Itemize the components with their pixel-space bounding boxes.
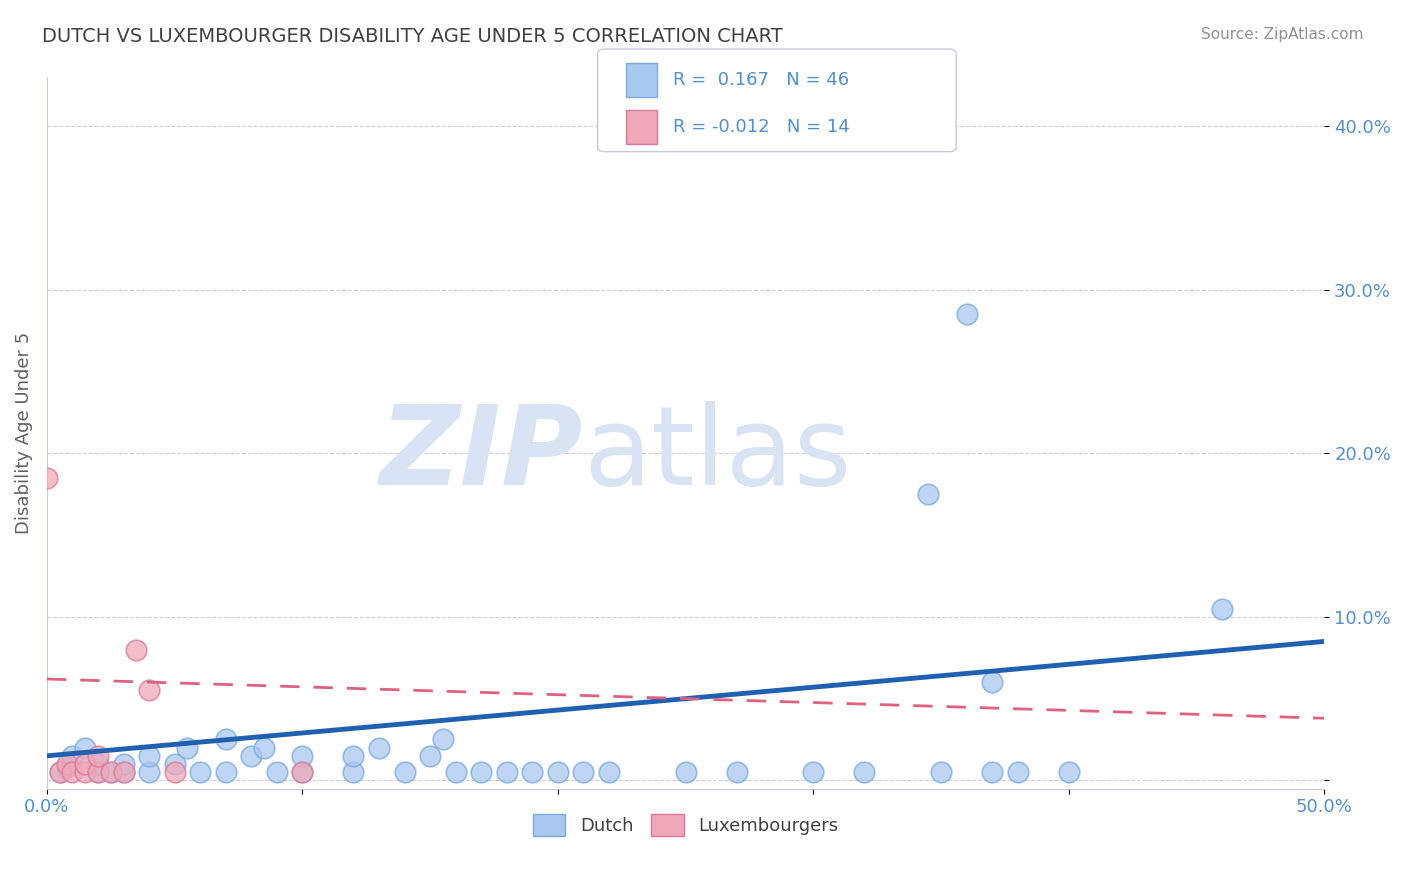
Point <box>62 748 84 763</box>
Point <box>100 765 122 780</box>
Point <box>253 740 276 755</box>
Text: R = -0.012   N = 14: R = -0.012 N = 14 <box>673 118 851 136</box>
Point <box>917 487 939 501</box>
Text: Source: ZipAtlas.com: Source: ZipAtlas.com <box>1201 27 1364 42</box>
Point <box>929 765 952 780</box>
Point <box>853 765 876 780</box>
Point <box>368 740 391 755</box>
Point <box>572 765 595 780</box>
Point <box>266 765 288 780</box>
Point <box>56 757 79 772</box>
Point <box>444 765 467 780</box>
Text: R =  0.167   N = 46: R = 0.167 N = 46 <box>673 70 849 88</box>
Point <box>138 765 160 780</box>
Point <box>1057 765 1080 780</box>
Point <box>163 757 186 772</box>
Point <box>598 765 620 780</box>
Point <box>87 765 110 780</box>
Point <box>470 765 492 780</box>
Point <box>112 757 135 772</box>
Point <box>981 675 1004 690</box>
Point <box>112 765 135 780</box>
Legend: Dutch, Luxembourgers: Dutch, Luxembourgers <box>526 807 845 844</box>
Point <box>215 732 238 747</box>
Point <box>240 748 263 763</box>
Point <box>87 757 110 772</box>
Point <box>675 765 697 780</box>
Point <box>495 765 517 780</box>
Point <box>1211 601 1233 615</box>
Text: ZIP: ZIP <box>380 401 583 508</box>
Point <box>291 765 314 780</box>
Point <box>291 748 314 763</box>
Point <box>35 471 58 485</box>
Point <box>62 765 84 780</box>
Point <box>75 765 97 780</box>
Point <box>419 748 441 763</box>
Point <box>87 765 110 780</box>
Point <box>100 765 122 780</box>
Point <box>342 748 364 763</box>
Point <box>803 765 825 780</box>
Text: atlas: atlas <box>583 401 852 508</box>
Point <box>163 765 186 780</box>
Point <box>56 760 79 774</box>
Point <box>112 765 135 780</box>
Point <box>75 757 97 772</box>
Text: DUTCH VS LUXEMBOURGER DISABILITY AGE UNDER 5 CORRELATION CHART: DUTCH VS LUXEMBOURGER DISABILITY AGE UND… <box>42 27 783 45</box>
Point <box>215 765 238 780</box>
Point <box>725 765 748 780</box>
Point <box>1007 765 1029 780</box>
Point <box>48 765 70 780</box>
Point <box>432 732 454 747</box>
Point <box>522 765 544 780</box>
Point <box>87 748 110 763</box>
Point <box>138 683 160 698</box>
Point <box>394 765 416 780</box>
Point <box>138 748 160 763</box>
Point <box>981 765 1004 780</box>
Point <box>342 765 364 780</box>
Point <box>48 765 70 780</box>
Y-axis label: Disability Age Under 5: Disability Age Under 5 <box>15 332 32 534</box>
Point <box>125 642 148 657</box>
Point <box>956 308 979 322</box>
Point <box>547 765 569 780</box>
Point <box>176 740 198 755</box>
Point <box>291 765 314 780</box>
Point <box>75 740 97 755</box>
Point <box>188 765 211 780</box>
